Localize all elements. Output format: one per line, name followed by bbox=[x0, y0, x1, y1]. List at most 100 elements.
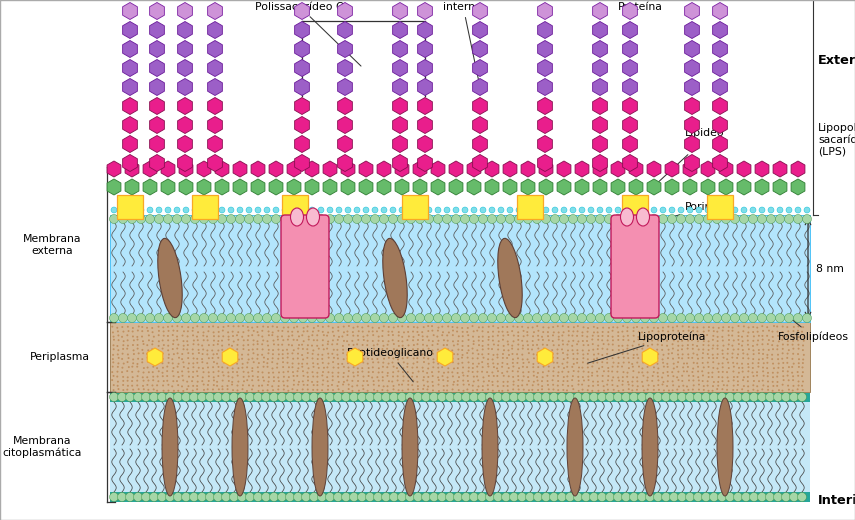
Circle shape bbox=[162, 327, 164, 329]
Circle shape bbox=[424, 214, 433, 224]
Circle shape bbox=[647, 348, 649, 350]
Circle shape bbox=[577, 376, 579, 378]
Circle shape bbox=[476, 375, 478, 378]
Circle shape bbox=[133, 358, 134, 360]
Circle shape bbox=[126, 393, 134, 401]
Circle shape bbox=[741, 362, 743, 365]
Circle shape bbox=[208, 357, 209, 359]
Circle shape bbox=[368, 375, 369, 377]
Circle shape bbox=[763, 375, 764, 376]
Circle shape bbox=[507, 389, 509, 392]
Circle shape bbox=[636, 326, 638, 328]
Circle shape bbox=[456, 331, 458, 332]
Circle shape bbox=[116, 327, 118, 329]
Polygon shape bbox=[593, 161, 607, 177]
Circle shape bbox=[487, 388, 489, 391]
Circle shape bbox=[167, 326, 169, 328]
Circle shape bbox=[403, 380, 404, 382]
Circle shape bbox=[497, 381, 498, 382]
Circle shape bbox=[646, 388, 649, 391]
Circle shape bbox=[510, 492, 518, 501]
Circle shape bbox=[127, 345, 129, 347]
Circle shape bbox=[437, 362, 439, 365]
Circle shape bbox=[785, 214, 793, 224]
Circle shape bbox=[452, 330, 454, 332]
Circle shape bbox=[627, 344, 628, 346]
Circle shape bbox=[283, 388, 285, 391]
Circle shape bbox=[541, 336, 543, 337]
Circle shape bbox=[297, 375, 298, 377]
Circle shape bbox=[174, 207, 180, 213]
Circle shape bbox=[592, 343, 593, 345]
Circle shape bbox=[676, 326, 678, 327]
Polygon shape bbox=[305, 161, 319, 177]
Circle shape bbox=[628, 361, 630, 363]
Circle shape bbox=[167, 335, 169, 337]
Polygon shape bbox=[413, 179, 427, 195]
Circle shape bbox=[323, 334, 325, 336]
Circle shape bbox=[383, 385, 385, 387]
Circle shape bbox=[621, 366, 623, 368]
Circle shape bbox=[117, 393, 127, 401]
Circle shape bbox=[298, 367, 299, 369]
Circle shape bbox=[696, 362, 699, 364]
Circle shape bbox=[706, 380, 709, 382]
Circle shape bbox=[792, 375, 794, 378]
Circle shape bbox=[257, 334, 260, 336]
Circle shape bbox=[354, 207, 360, 213]
Circle shape bbox=[758, 492, 766, 501]
Circle shape bbox=[272, 326, 274, 328]
Circle shape bbox=[708, 366, 710, 368]
Circle shape bbox=[417, 339, 419, 341]
Circle shape bbox=[467, 327, 469, 329]
Circle shape bbox=[577, 370, 580, 372]
Polygon shape bbox=[233, 179, 247, 195]
Circle shape bbox=[536, 344, 538, 346]
Circle shape bbox=[267, 345, 269, 346]
Circle shape bbox=[628, 339, 629, 341]
Circle shape bbox=[351, 385, 353, 387]
Circle shape bbox=[181, 375, 184, 377]
Circle shape bbox=[747, 363, 749, 365]
Circle shape bbox=[403, 367, 404, 369]
Polygon shape bbox=[773, 179, 787, 195]
Circle shape bbox=[397, 380, 398, 382]
Polygon shape bbox=[122, 136, 138, 152]
Circle shape bbox=[302, 348, 304, 350]
Circle shape bbox=[176, 335, 178, 337]
Polygon shape bbox=[150, 98, 164, 114]
Circle shape bbox=[444, 207, 450, 213]
Circle shape bbox=[653, 327, 655, 329]
Circle shape bbox=[533, 381, 535, 383]
Circle shape bbox=[196, 388, 198, 391]
Ellipse shape bbox=[636, 208, 650, 226]
Text: Fosfolipídeos: Fosfolipídeos bbox=[778, 320, 849, 342]
Circle shape bbox=[136, 384, 139, 386]
Circle shape bbox=[357, 362, 359, 365]
Circle shape bbox=[641, 348, 643, 349]
Circle shape bbox=[722, 336, 723, 338]
Circle shape bbox=[462, 492, 470, 501]
Circle shape bbox=[306, 348, 309, 350]
Circle shape bbox=[577, 314, 587, 322]
Circle shape bbox=[206, 353, 209, 355]
Circle shape bbox=[392, 353, 393, 355]
Circle shape bbox=[611, 384, 614, 386]
Circle shape bbox=[517, 379, 519, 381]
Circle shape bbox=[408, 207, 414, 213]
Circle shape bbox=[503, 385, 504, 387]
Circle shape bbox=[538, 339, 540, 341]
Circle shape bbox=[141, 330, 144, 332]
Bar bbox=[622, 195, 648, 219]
Polygon shape bbox=[473, 79, 487, 96]
Circle shape bbox=[772, 376, 774, 378]
Circle shape bbox=[203, 384, 204, 385]
Circle shape bbox=[406, 366, 409, 368]
Circle shape bbox=[798, 362, 799, 364]
Circle shape bbox=[357, 348, 360, 350]
Circle shape bbox=[301, 362, 304, 365]
Text: Porina: Porina bbox=[638, 202, 719, 229]
Circle shape bbox=[262, 214, 272, 224]
Circle shape bbox=[219, 207, 225, 213]
Polygon shape bbox=[122, 21, 138, 38]
